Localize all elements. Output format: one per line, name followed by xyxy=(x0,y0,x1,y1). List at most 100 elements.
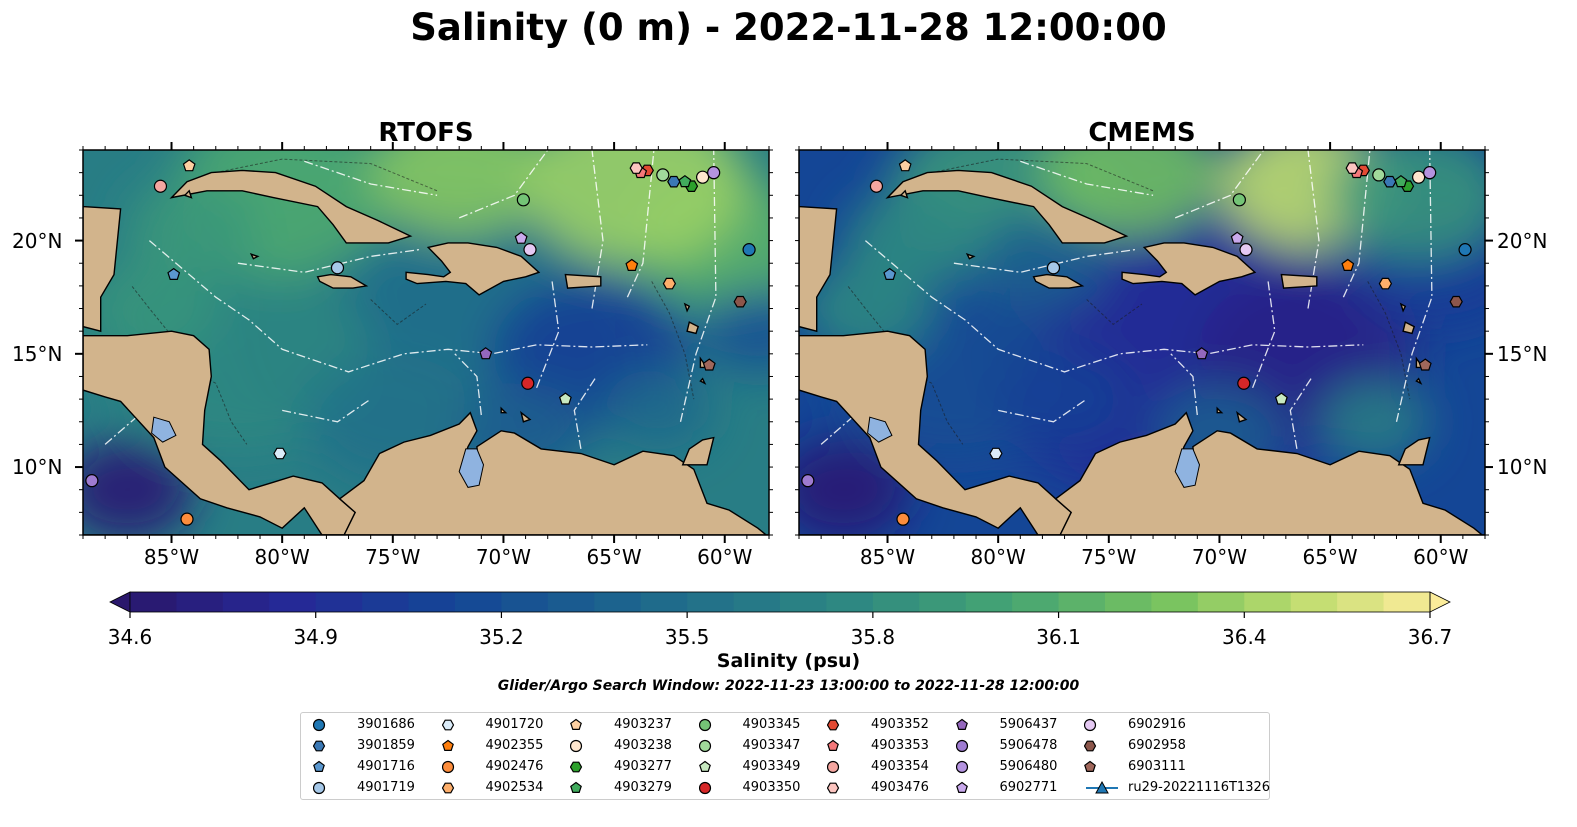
legend-marker-icon xyxy=(441,760,454,774)
legend-marker-icon xyxy=(1084,760,1096,772)
salinity-patch xyxy=(127,179,261,280)
legend-symbol xyxy=(698,739,711,753)
legend-symbol xyxy=(313,781,326,795)
legend-symbol xyxy=(313,740,326,752)
float-marker-5906480 xyxy=(707,166,721,180)
salinity-patch xyxy=(370,150,548,240)
salinity-patch xyxy=(1319,380,1430,464)
legend-symbol xyxy=(698,760,711,772)
map-frame xyxy=(798,149,1486,536)
float-marker-6903111 xyxy=(1418,358,1432,371)
float-marker-4903238 xyxy=(1412,170,1426,184)
colorbar-tick-label: 35.2 xyxy=(479,625,524,649)
colorbar-label: Salinity (psu) xyxy=(716,650,861,672)
legend-marker-icon xyxy=(1084,740,1097,752)
panel-title-rtofs: RTOFS xyxy=(378,118,474,148)
eez-boundary xyxy=(237,248,420,273)
colorbar-bin xyxy=(1012,592,1060,612)
colorbar-bin xyxy=(780,592,828,612)
legend-symbol xyxy=(827,719,840,731)
legend-label: 6903111 xyxy=(1128,759,1186,774)
legend-marker-icon xyxy=(441,739,454,751)
colorbar xyxy=(109,591,1451,618)
float-marker-6902771 xyxy=(1230,231,1244,244)
legend-label: 4903350 xyxy=(742,780,801,795)
float-marker-4901719 xyxy=(330,261,345,275)
legend-label: 4903345 xyxy=(742,717,801,732)
legend-symbol xyxy=(827,739,839,751)
float-marker-6902916 xyxy=(1239,243,1253,257)
land-polygon xyxy=(1415,377,1423,385)
land-polygon xyxy=(683,302,691,313)
float-marker-4901719 xyxy=(1046,261,1061,275)
bathymetry-contour xyxy=(651,281,695,400)
land-polygon xyxy=(83,411,769,535)
bathymetry-contour xyxy=(931,158,1154,192)
float-marker-4901716 xyxy=(883,267,897,280)
map-panel-rtofs xyxy=(75,142,773,543)
float-marker-6902958 xyxy=(733,295,747,308)
legend-symbol xyxy=(1084,718,1097,732)
legend-marker-icon xyxy=(313,781,326,795)
colorbar-bin xyxy=(640,592,688,612)
colorbar-bin xyxy=(1197,592,1245,612)
legend-marker-icon xyxy=(698,781,711,795)
colorbar-bin xyxy=(965,592,1013,612)
colorbar-frame xyxy=(129,591,1431,613)
float-marker-4903279 xyxy=(678,174,692,188)
lake-polygon xyxy=(867,416,893,443)
land-polygon xyxy=(1032,273,1085,289)
eez-boundary xyxy=(458,150,549,219)
lat-tick-label: 20°N xyxy=(12,228,63,253)
land-polygon xyxy=(183,189,193,199)
eez-boundary xyxy=(148,240,648,373)
land-polygon xyxy=(83,195,122,333)
lon-tick-label: 75°W xyxy=(365,545,421,569)
legend-symbol xyxy=(570,781,582,793)
figure-title: Salinity (0 m) - 2022-11-28 12:00:00 xyxy=(410,6,1167,49)
legend-label: 5906480 xyxy=(999,759,1058,774)
legend-marker-icon xyxy=(570,781,582,793)
lake-polygon xyxy=(1174,448,1201,488)
colorbar-bin xyxy=(826,592,874,612)
float-marker-4903349 xyxy=(1274,392,1288,405)
float-marker-4903279 xyxy=(1394,174,1408,188)
legend-label: 3901859 xyxy=(357,738,415,753)
eez-boundary xyxy=(626,150,655,298)
legend-label: 4903238 xyxy=(614,738,672,753)
legend-label: 4902534 xyxy=(485,780,544,795)
lat-tick-label: 10°N xyxy=(1497,455,1548,480)
legend-label: 4903347 xyxy=(742,738,801,753)
land-polygon xyxy=(1399,302,1407,313)
colorbar-bin xyxy=(687,592,735,612)
land-polygon xyxy=(799,411,1485,535)
legend-marker-icon xyxy=(570,739,583,753)
colorbar-bin xyxy=(919,592,967,612)
legend-label: 4902476 xyxy=(485,759,544,774)
legend-marker-icon xyxy=(698,739,711,753)
float-marker-4903347 xyxy=(656,168,670,182)
colorbar-bin xyxy=(594,592,642,612)
colorbar-bin xyxy=(872,592,920,612)
legend-label: 4903279 xyxy=(614,780,672,795)
eez-boundary xyxy=(998,398,1088,423)
land-polygon xyxy=(1216,406,1224,414)
map-panel-cmems xyxy=(795,142,1493,543)
eez-boundary xyxy=(282,398,372,423)
legend-symbol xyxy=(955,781,968,793)
land-polygon xyxy=(1280,273,1318,289)
colorbar-bin xyxy=(130,592,178,612)
lat-tick-label: 20°N xyxy=(1497,228,1548,253)
legend-marker-icon xyxy=(827,782,840,794)
colorbar-bin xyxy=(547,592,595,612)
float-marker-4903354 xyxy=(869,179,884,193)
float-marker-4903350 xyxy=(521,376,535,390)
search-window-caption: Glider/Argo Search Window: 2022-11-23 13… xyxy=(497,678,1080,694)
colorbar-extend-low xyxy=(109,591,131,613)
colorbar-tick-label: 36.1 xyxy=(1036,625,1081,649)
legend-marker-icon xyxy=(827,760,840,774)
legend-label: 4903237 xyxy=(614,717,672,732)
land-polygon xyxy=(699,377,707,385)
colorbar-tick-label: 34.9 xyxy=(293,625,338,649)
lake-polygon xyxy=(151,416,177,443)
